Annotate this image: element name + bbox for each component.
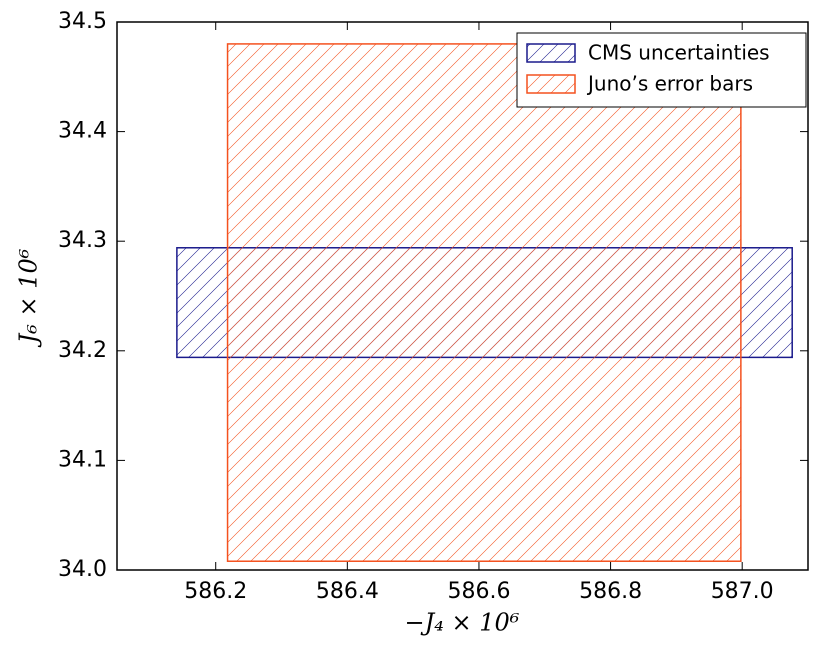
y-tick-label: 34.0 [58, 557, 107, 582]
legend-label: CMS uncertainties [588, 41, 770, 65]
legend-label: Juno’s error bars [586, 72, 753, 96]
y-tick-label: 34.4 [58, 119, 107, 144]
y-tick-label: 34.3 [58, 228, 107, 253]
legend-swatch [526, 74, 576, 94]
uncertainty-box [226, 43, 742, 562]
x-axis-label: −J₄ × 10⁶ [405, 609, 520, 637]
legend-swatch [526, 43, 576, 63]
y-tick-label: 34.1 [58, 447, 107, 472]
y-tick-label: 34.5 [58, 9, 107, 34]
x-tick-label: 586.6 [447, 579, 510, 604]
axes-frame [116, 21, 809, 571]
x-tick-label: 586.4 [316, 579, 379, 604]
x-tick-label: 586.2 [184, 579, 247, 604]
plot-area [176, 43, 793, 562]
y-tick-label: 34.2 [58, 338, 107, 363]
y-axis-label: J₆ × 10⁶ [15, 248, 43, 348]
x-tick-label: 586.8 [579, 579, 642, 604]
x-tick-label: 587.0 [711, 579, 774, 604]
